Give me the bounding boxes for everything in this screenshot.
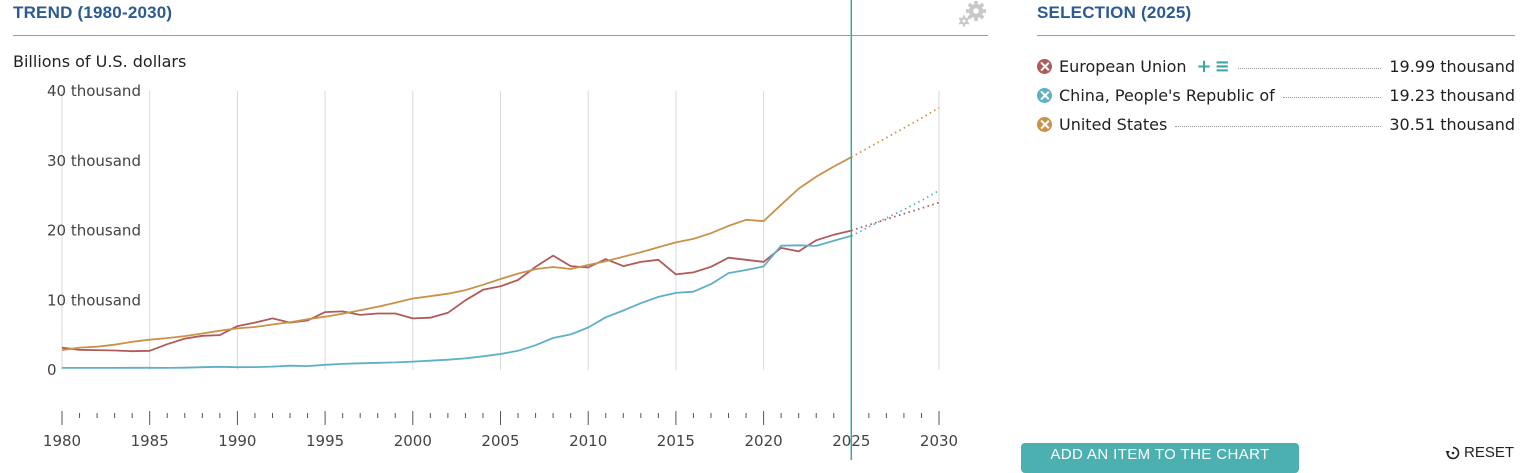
series-line-1 (62, 235, 852, 369)
legend-leader-dots (1282, 97, 1382, 98)
remove-series-icon[interactable] (1037, 88, 1052, 103)
x-tick-label: 2005 (481, 432, 519, 450)
series-projection-2 (850, 106, 940, 158)
legend-row[interactable]: United States 30.51 thousand (1037, 110, 1515, 139)
trend-divider (13, 35, 988, 36)
chart-grid (61, 91, 940, 370)
remove-series-icon[interactable] (1037, 117, 1052, 132)
trend-title: TREND (1980-2030) (13, 3, 173, 22)
y-axis-unit-label: Billions of U.S. dollars (13, 52, 187, 71)
series-projection-0 (851, 201, 940, 232)
y-tick-label: 20 thousand (47, 222, 141, 240)
x-tick-label: 1990 (218, 432, 256, 450)
remove-series-icon[interactable] (1037, 59, 1052, 74)
legend-series-value: 19.99 thousand (1389, 57, 1515, 76)
series-line-0 (61, 229, 852, 353)
reset-icon (1445, 446, 1460, 459)
series-projection-1 (850, 189, 940, 237)
y-tick-label: 0 (47, 361, 57, 379)
x-tick-label: 2030 (920, 432, 958, 450)
x-tick-label: 2015 (657, 432, 695, 450)
series-line-2 (61, 156, 852, 351)
legend-series-value: 30.51 thousand (1389, 115, 1515, 134)
y-tick-label: 10 thousand (47, 291, 141, 309)
x-tick-label: 1985 (131, 432, 169, 450)
y-tick-label: 40 thousand (47, 82, 141, 100)
trend-line-chart: 0 10 thousand 20 thousand 30 thousand 40 tho… (43, 0, 958, 460)
add-item-button[interactable]: ADD AN ITEM TO THE CHART (1021, 443, 1299, 473)
reset-label: RESET (1464, 444, 1515, 461)
legend-leader-dots (1175, 126, 1382, 127)
list-icon[interactable]: ≡ (1214, 56, 1230, 77)
chart-series (61, 106, 940, 369)
legend-leader-dots (1237, 68, 1382, 69)
legend-series-value: 19.23 thousand (1389, 86, 1515, 105)
legend-row[interactable]: European Union + ≡ 19.99 thousand (1037, 52, 1515, 81)
x-tick-label: 2010 (569, 432, 607, 450)
legend-series-name: China, People's Republic of (1059, 86, 1275, 105)
selection-divider (1037, 35, 1515, 36)
selection-legend: European Union + ≡ 19.99 thousand China, Peo… (1037, 52, 1515, 139)
y-tick-label: 30 thousand (47, 152, 141, 170)
x-tick-label: 1995 (306, 432, 344, 450)
legend-series-name: European Union (1059, 57, 1187, 76)
settings-gear-icon[interactable] (955, 0, 989, 30)
legend-series-name: United States (1059, 115, 1168, 134)
chart-axes: 0 10 thousand 20 thousand 30 thousand 40 tho… (43, 82, 958, 450)
legend-tools: + ≡ (1197, 56, 1230, 77)
x-tick-label: 2020 (745, 432, 783, 450)
x-tick-label: 1980 (43, 432, 81, 450)
reset-button[interactable]: RESET (1445, 444, 1514, 461)
legend-row[interactable]: China, People's Republic of 19.23 thousan… (1037, 81, 1515, 110)
selection-title: SELECTION (2025) (1037, 3, 1192, 22)
add-icon[interactable]: + (1196, 56, 1212, 77)
x-tick-label: 2000 (394, 432, 432, 450)
